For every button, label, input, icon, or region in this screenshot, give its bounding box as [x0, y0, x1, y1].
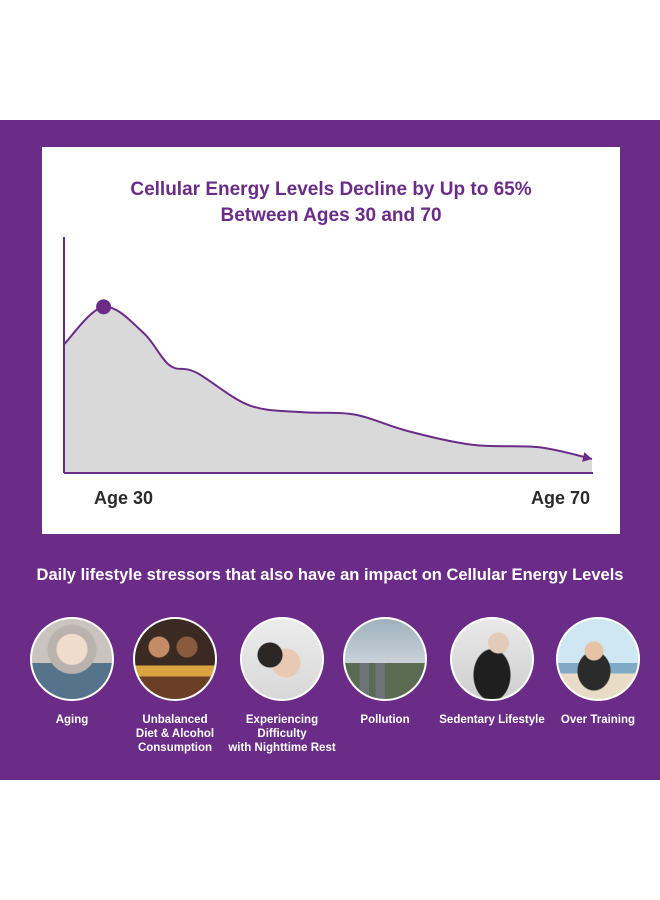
stressor-diet-alcohol: Unbalanced Diet & Alcohol Consumption — [120, 617, 230, 755]
stressor-label: Aging — [55, 714, 89, 726]
diet-alcohol-photo-icon — [133, 617, 217, 701]
series-arrowhead — [582, 452, 592, 462]
stressor-label: Experiencing Difficulty with Nighttime R… — [228, 714, 336, 754]
area-fill — [64, 306, 592, 473]
peak-marker — [96, 299, 112, 315]
stressor-label: Pollution — [360, 714, 410, 726]
stressor-over-training: Over Training — [543, 617, 653, 727]
stressor-label: Over Training — [560, 714, 636, 726]
stressor-aging: Aging — [17, 617, 127, 727]
chart-card: Cellular Energy Levels Decline by Up to … — [42, 147, 620, 534]
stressor-label: Unbalanced Diet & Alcohol Consumption — [135, 714, 215, 754]
over-training-photo-icon — [556, 617, 640, 701]
stressor-sleep: Experiencing Difficulty with Nighttime R… — [227, 617, 337, 755]
stressor-sedentary: Sedentary Lifestyle — [437, 617, 547, 727]
x-label-end: Age 70 — [530, 488, 590, 508]
series-line — [63, 305, 593, 460]
x-label-start: Age 30 — [94, 488, 154, 508]
sedentary-photo-icon — [450, 617, 534, 701]
stressors-headline: Daily lifestyle stressors that also have… — [36, 566, 624, 584]
energy-area-chart — [63, 237, 593, 474]
pollution-photo-icon — [343, 617, 427, 701]
aging-photo-icon — [30, 617, 114, 701]
stressor-label: Sedentary Lifestyle — [439, 714, 545, 726]
chart-title-line-1: Cellular Energy Levels Decline by Up to … — [130, 179, 532, 200]
stressor-pollution: Pollution — [330, 617, 440, 727]
sleep-photo-icon — [240, 617, 324, 701]
chart-title: Cellular Energy Levels Decline by Up to … — [42, 177, 620, 229]
chart-title-line-2: Between Ages 30 and 70 — [220, 205, 442, 226]
